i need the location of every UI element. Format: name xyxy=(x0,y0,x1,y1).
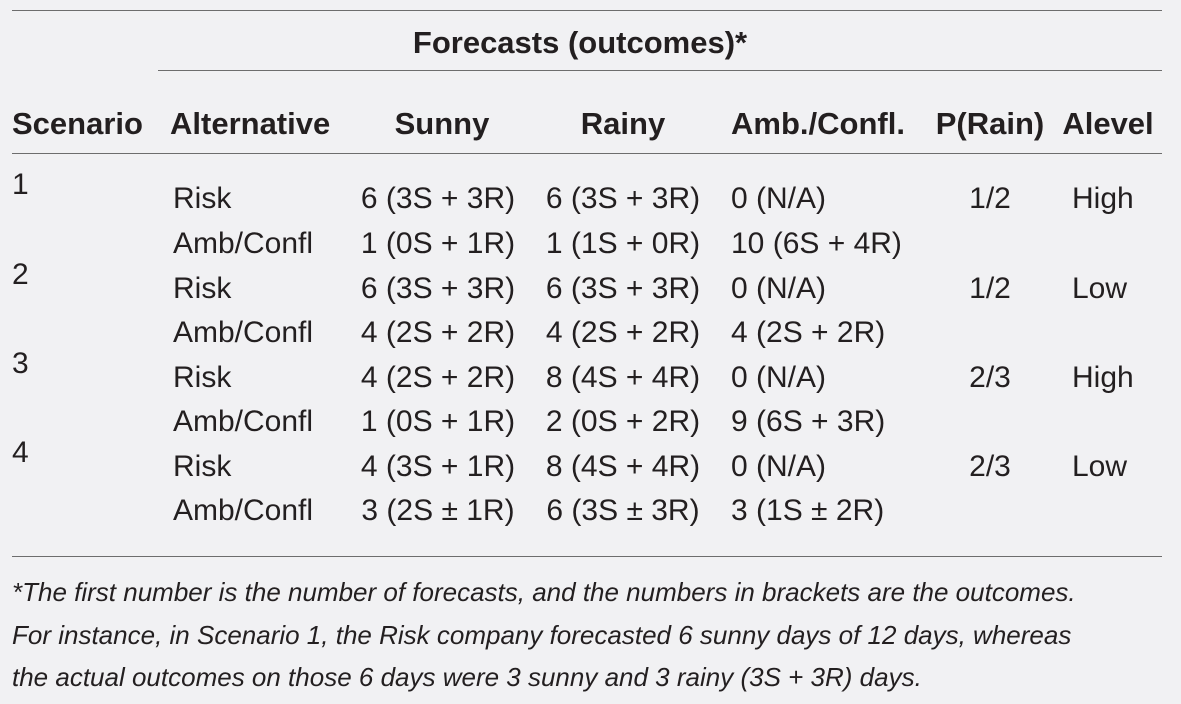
cell-p-rain: 2/3 xyxy=(969,450,1011,483)
cell-alternative: Risk xyxy=(173,182,232,215)
cell-alevel: Low xyxy=(1072,272,1128,305)
cell-alternative: Risk xyxy=(173,361,232,394)
cell-alternative: Risk xyxy=(173,450,232,483)
cell-alevel: Low xyxy=(1072,450,1128,483)
cell-rainy: 8 (4S + 4R) xyxy=(545,450,701,483)
cell-amb-confl: 0 (N/A) xyxy=(731,182,827,215)
cell-scenario: 1 xyxy=(12,168,29,201)
cell-rainy: 6 (3S ± 3R) xyxy=(546,494,700,527)
cell-sunny: 6 (3S + 3R) xyxy=(360,272,516,305)
col-header-amb-confl: Amb./Confl. xyxy=(731,106,905,141)
cell-amb-confl: 0 (N/A) xyxy=(731,361,827,394)
cell-rainy: 8 (4S + 4R) xyxy=(545,361,701,394)
cell-alevel: High xyxy=(1072,361,1134,394)
cell-sunny: 1 (0S + 1R) xyxy=(360,227,516,260)
cell-sunny: 4 (2S + 2R) xyxy=(360,316,516,349)
col-header-p-rain: P(Rain) xyxy=(935,106,1045,141)
col-header-sunny: Sunny xyxy=(394,106,490,141)
header-bottom-rule xyxy=(12,153,1162,154)
cell-amb-confl: 4 (2S + 2R) xyxy=(731,316,886,349)
col-header-alevel: Alevel xyxy=(1062,106,1154,141)
cell-rainy: 2 (0S + 2R) xyxy=(545,405,701,438)
cell-alternative: Amb/Confl xyxy=(173,405,314,438)
group-header: Forecasts (outcomes)* xyxy=(412,25,748,60)
cell-amb-confl: 9 (6S + 3R) xyxy=(731,405,886,438)
footnote-line-3: the actual outcomes on those 6 days were… xyxy=(12,662,922,692)
table-bottom-rule xyxy=(12,556,1162,557)
top-rule xyxy=(12,10,1162,11)
cell-rainy: 6 (3S + 3R) xyxy=(545,272,701,305)
cell-scenario: 2 xyxy=(12,258,29,291)
cell-rainy: 4 (2S + 2R) xyxy=(545,316,701,349)
footnote-line-1: *The first number is the number of forec… xyxy=(12,577,1076,607)
col-header-scenario: Scenario xyxy=(12,106,143,141)
cell-alternative: Amb/Confl xyxy=(173,494,314,527)
cell-scenario: 3 xyxy=(12,347,29,380)
cell-sunny: 1 (0S + 1R) xyxy=(360,405,516,438)
cell-scenario: 4 xyxy=(12,436,29,469)
cell-p-rain: 1/2 xyxy=(969,182,1011,215)
cell-p-rain: 2/3 xyxy=(969,361,1011,394)
cell-amb-confl: 10 (6S + 4R) xyxy=(731,227,902,260)
cell-amb-confl: 0 (N/A) xyxy=(731,272,827,305)
col-header-rainy: Rainy xyxy=(580,106,666,141)
cell-sunny: 6 (3S + 3R) xyxy=(360,182,516,215)
cell-p-rain: 1/2 xyxy=(969,272,1011,305)
cell-rainy: 1 (1S + 0R) xyxy=(545,227,701,260)
cell-amb-confl: 3 (1S ± 2R) xyxy=(731,494,885,527)
cell-sunny: 4 (2S + 2R) xyxy=(360,361,516,394)
cell-sunny: 4 (3S + 1R) xyxy=(360,450,516,483)
group-header-rule xyxy=(158,70,1162,71)
cell-sunny: 3 (2S ± 1R) xyxy=(361,494,515,527)
cell-alternative: Risk xyxy=(173,272,232,305)
footnote-line-2: For instance, in Scenario 1, the Risk co… xyxy=(12,620,1072,650)
cell-amb-confl: 0 (N/A) xyxy=(731,450,827,483)
cell-alternative: Amb/Confl xyxy=(173,227,314,260)
cell-rainy: 6 (3S + 3R) xyxy=(545,182,701,215)
cell-alevel: High xyxy=(1072,182,1134,215)
col-header-alternative: Alternative xyxy=(170,106,331,141)
cell-alternative: Amb/Confl xyxy=(173,316,314,349)
